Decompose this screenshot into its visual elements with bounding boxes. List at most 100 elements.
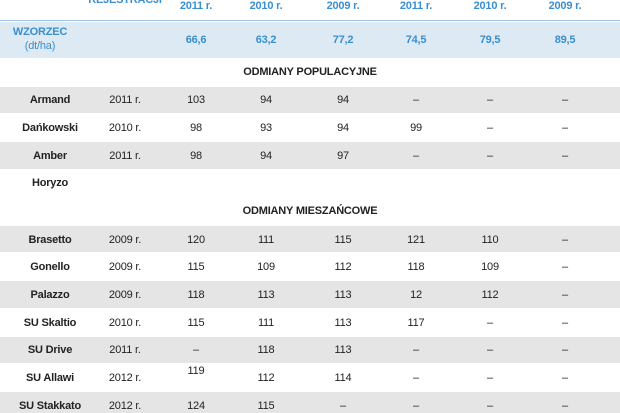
cell-value: – — [562, 344, 568, 357]
data-row — [0, 169, 620, 197]
variety-name: Palazzo — [30, 289, 70, 302]
cell-value: 115 — [334, 233, 352, 246]
cell-value: 120 — [187, 233, 205, 246]
cell-value: – — [413, 94, 419, 107]
variety-name: SU Skaltio — [23, 316, 77, 329]
cell-value: 109 — [257, 261, 275, 274]
cell-value: 2012 r. — [108, 372, 142, 385]
cell-value: 94 — [260, 94, 272, 107]
variety-name: Amber — [33, 149, 67, 162]
reference-row — [0, 22, 620, 58]
header-year: 2009 r. — [326, 0, 360, 12]
variety-name: Dańkowski — [22, 122, 78, 135]
cell-value: 98 — [190, 149, 202, 162]
section-row — [0, 197, 620, 226]
cell-value: 113 — [334, 289, 352, 302]
header-year: 2011 r. — [399, 0, 433, 12]
cell-value: 99 — [410, 122, 422, 135]
data-row — [0, 336, 620, 364]
cell-value: – — [562, 289, 568, 302]
reference-value: 79,5 — [479, 34, 501, 46]
cell-value: 112 — [481, 289, 499, 302]
cell-value: 94 — [337, 122, 349, 135]
header-label: REJESTRACJI — [88, 0, 162, 6]
cell-value: – — [487, 372, 493, 385]
data-row — [0, 114, 620, 141]
cell-value: 121 — [407, 233, 425, 246]
reference-value: 74,5 — [405, 34, 427, 46]
cell-value: 124 — [187, 399, 205, 412]
cell-value: 112 — [334, 261, 352, 274]
cell-value: 119 — [187, 365, 205, 378]
cell-value: 12 — [410, 289, 422, 302]
data-row — [0, 281, 620, 308]
cell-value: 114 — [334, 372, 352, 385]
header-year: 2010 r. — [473, 0, 507, 12]
cell-value: 113 — [334, 344, 352, 357]
cell-value: 2009 r. — [108, 233, 142, 246]
cell-value: 2009 r. — [108, 261, 142, 274]
variety-name: SU Stakkato — [19, 399, 81, 412]
cell-value: 2010 r. — [108, 122, 142, 135]
cell-value: 2010 r. — [108, 316, 142, 329]
cell-value: – — [562, 316, 568, 329]
cell-value: – — [413, 399, 419, 412]
variety-name: Armand — [29, 94, 71, 107]
cell-value: 111 — [257, 233, 275, 246]
cell-value: 2012 r. — [108, 399, 142, 412]
cell-value: 115 — [257, 399, 275, 412]
variety-name: SU Drive — [27, 344, 73, 357]
cell-value: – — [562, 233, 568, 246]
data-row — [0, 141, 620, 169]
cell-value: 2011 r. — [109, 149, 141, 162]
cell-value: – — [413, 149, 419, 162]
cell-value: 2011 r. — [109, 94, 141, 107]
cell-value: 103 — [187, 94, 205, 107]
section-title: ODMIANY POPULACYJNE — [243, 66, 377, 78]
cell-value: 112 — [257, 372, 275, 385]
header-row — [0, 0, 620, 20]
cell-value: – — [487, 399, 493, 412]
cell-value: 113 — [334, 316, 352, 329]
cell-value: – — [562, 94, 568, 107]
cell-value: 94 — [260, 149, 272, 162]
cell-value: 98 — [190, 122, 202, 135]
cell-value: 117 — [407, 316, 425, 329]
cell-value: 97 — [337, 149, 349, 162]
variety-name: SU Allawi — [26, 372, 74, 385]
cell-value: 113 — [257, 289, 275, 302]
cell-value: – — [487, 94, 493, 107]
variety-name: Gonello — [30, 261, 70, 274]
header-year: 2009 r. — [548, 0, 582, 12]
cell-value: – — [413, 372, 419, 385]
cell-value: – — [487, 316, 493, 329]
cell-value: – — [562, 261, 568, 274]
cell-value: – — [487, 122, 493, 135]
data-row — [0, 253, 620, 281]
reference-value: 77,2 — [332, 34, 354, 46]
cell-value: – — [562, 122, 568, 135]
cell-value: – — [562, 399, 568, 412]
cell-value: – — [193, 344, 199, 357]
cell-value: 111 — [257, 316, 275, 329]
header-rule — [0, 20, 620, 21]
cell-value: – — [487, 344, 493, 357]
header-year: 2010 r. — [249, 0, 283, 12]
cell-value: – — [413, 344, 419, 357]
cell-value: – — [340, 399, 346, 412]
reference-value: 63,2 — [255, 34, 277, 46]
variety-name: Horyzo — [31, 177, 69, 190]
data-row — [0, 86, 620, 114]
reference-value: 66,6 — [185, 34, 207, 46]
cell-value: 2011 r. — [109, 344, 141, 357]
data-row — [0, 225, 620, 253]
section-row — [0, 58, 620, 86]
data-row — [0, 308, 620, 336]
section-title: ODMIANY MIESZAŃCOWE — [242, 205, 378, 218]
cell-value: 118 — [257, 344, 275, 357]
cell-value: – — [562, 372, 568, 385]
header-year: 2011 r. — [179, 0, 213, 12]
cell-value: 115 — [187, 316, 205, 329]
cell-value: 118 — [407, 261, 425, 274]
data-row — [0, 392, 620, 413]
